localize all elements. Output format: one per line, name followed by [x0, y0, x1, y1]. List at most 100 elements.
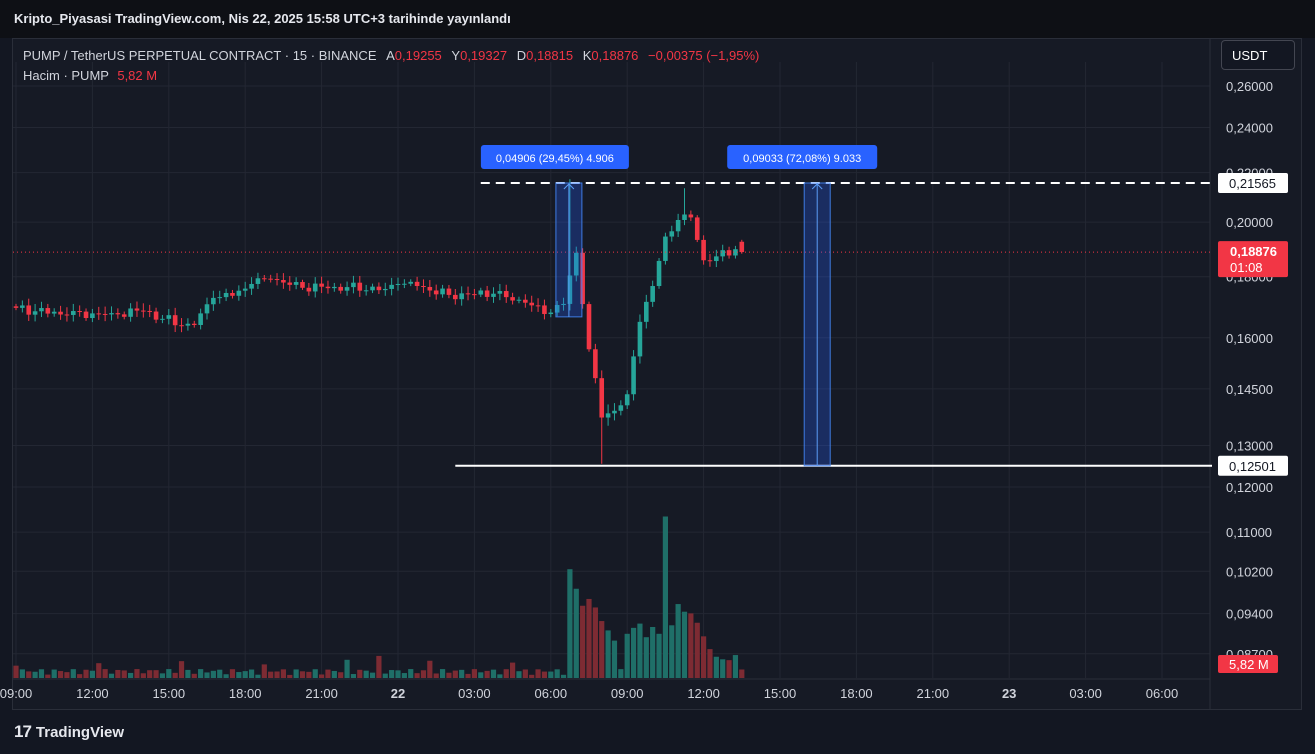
candle-body[interactable] [446, 288, 452, 295]
candle-body[interactable] [179, 325, 184, 327]
candle-body[interactable] [382, 288, 388, 291]
candle-body[interactable] [357, 282, 363, 291]
volume-bar[interactable] [306, 671, 312, 678]
candle-body[interactable] [293, 282, 299, 285]
candle-body[interactable] [688, 214, 694, 218]
candle-body[interactable] [83, 311, 89, 319]
volume-bar[interactable] [459, 669, 465, 678]
volume-bar[interactable] [153, 670, 159, 678]
candle-body[interactable] [605, 413, 611, 418]
volume-bar[interactable] [134, 669, 140, 678]
candle-body[interactable] [472, 294, 477, 296]
candle-body[interactable] [191, 323, 197, 325]
candle-body[interactable] [141, 310, 146, 312]
volume-bar[interactable] [38, 669, 45, 678]
volume-bar[interactable] [720, 659, 726, 678]
candle-body[interactable] [573, 252, 579, 276]
volume-bar[interactable] [408, 669, 414, 678]
candle-body[interactable] [682, 214, 687, 220]
volume-bar[interactable] [89, 670, 95, 678]
candle-body[interactable] [312, 283, 318, 292]
volume-bar[interactable] [669, 625, 675, 678]
volume-bar[interactable] [707, 649, 713, 678]
volume-bar[interactable] [548, 671, 554, 678]
candle-body[interactable] [351, 282, 356, 288]
volume-bar[interactable] [471, 669, 477, 678]
volume-bar[interactable] [210, 670, 216, 678]
volume-bar[interactable] [26, 671, 32, 678]
candle-body[interactable] [707, 260, 713, 262]
volume-bar[interactable] [427, 660, 433, 678]
volume-bar[interactable] [522, 669, 528, 678]
candle-body[interactable] [39, 308, 44, 312]
volume-bar[interactable] [465, 673, 471, 678]
candle-body[interactable] [242, 288, 248, 291]
candle-body[interactable] [726, 250, 732, 256]
volume-bar[interactable] [350, 674, 357, 678]
candle-body[interactable] [497, 291, 503, 294]
volume-bar[interactable] [248, 669, 255, 678]
volume-bar[interactable] [45, 674, 51, 678]
candle-body[interactable] [739, 241, 745, 253]
volume-bar[interactable] [439, 669, 446, 678]
volume-bar[interactable] [357, 669, 363, 678]
candle-body[interactable] [554, 305, 560, 313]
candle-body[interactable] [249, 283, 254, 289]
candle-body[interactable] [669, 231, 675, 237]
volume-bar[interactable] [401, 673, 407, 678]
volume-bar[interactable] [319, 674, 325, 678]
candle-body[interactable] [459, 293, 464, 300]
volume-bar[interactable] [325, 669, 331, 678]
candle-body[interactable] [593, 349, 598, 379]
volume-bar[interactable] [287, 674, 293, 678]
candle-body[interactable] [109, 313, 114, 315]
volume-bar[interactable] [108, 673, 115, 678]
volume-bar[interactable] [675, 604, 681, 678]
volume-bar[interactable] [732, 655, 739, 678]
volume-bar[interactable] [172, 672, 178, 678]
volume-bar[interactable] [694, 622, 700, 678]
volume-bar[interactable] [115, 669, 121, 678]
volume-bar[interactable] [490, 669, 497, 678]
candle-body[interactable] [255, 278, 261, 284]
candle-body[interactable] [389, 284, 394, 289]
volume-bar[interactable] [369, 672, 376, 678]
candle-body[interactable] [516, 299, 522, 301]
candle-body[interactable] [300, 282, 305, 288]
candle-body[interactable] [529, 302, 534, 306]
candle-body[interactable] [675, 219, 681, 232]
volume-bar[interactable] [681, 611, 688, 678]
candle-body[interactable] [701, 239, 706, 261]
candle-body[interactable] [612, 410, 617, 414]
volume-bar[interactable] [656, 633, 662, 678]
volume-bar[interactable] [592, 607, 598, 678]
volume-bar[interactable] [510, 662, 516, 678]
volume-bar[interactable] [611, 640, 618, 678]
volume-bar[interactable] [280, 669, 286, 678]
volume-bar[interactable] [554, 669, 560, 678]
volume-bar[interactable] [185, 669, 191, 678]
volume-bar[interactable] [618, 669, 624, 678]
volume-bar[interactable] [414, 673, 420, 678]
candle-body[interactable] [64, 314, 70, 316]
volume-bar[interactable] [567, 569, 573, 678]
volume-bar[interactable] [713, 656, 719, 678]
candle-body[interactable] [58, 311, 63, 315]
candle-body[interactable] [211, 297, 216, 305]
volume-bar[interactable] [389, 670, 395, 678]
volume-bar[interactable] [147, 670, 153, 678]
candle-body[interactable] [408, 281, 414, 284]
volume-bar[interactable] [573, 588, 579, 678]
candle-body[interactable] [535, 305, 541, 307]
candle-body[interactable] [427, 286, 433, 291]
volume-bar[interactable] [739, 669, 745, 679]
candle-body[interactable] [115, 313, 121, 315]
candle-body[interactable] [395, 283, 401, 285]
candle-body[interactable] [13, 306, 19, 308]
candle-body[interactable] [338, 286, 343, 291]
volume-bar[interactable] [433, 673, 439, 678]
candle-body[interactable] [236, 290, 242, 296]
volume-bar[interactable] [580, 605, 586, 678]
volume-bar[interactable] [338, 672, 344, 678]
candle-body[interactable] [599, 378, 605, 418]
